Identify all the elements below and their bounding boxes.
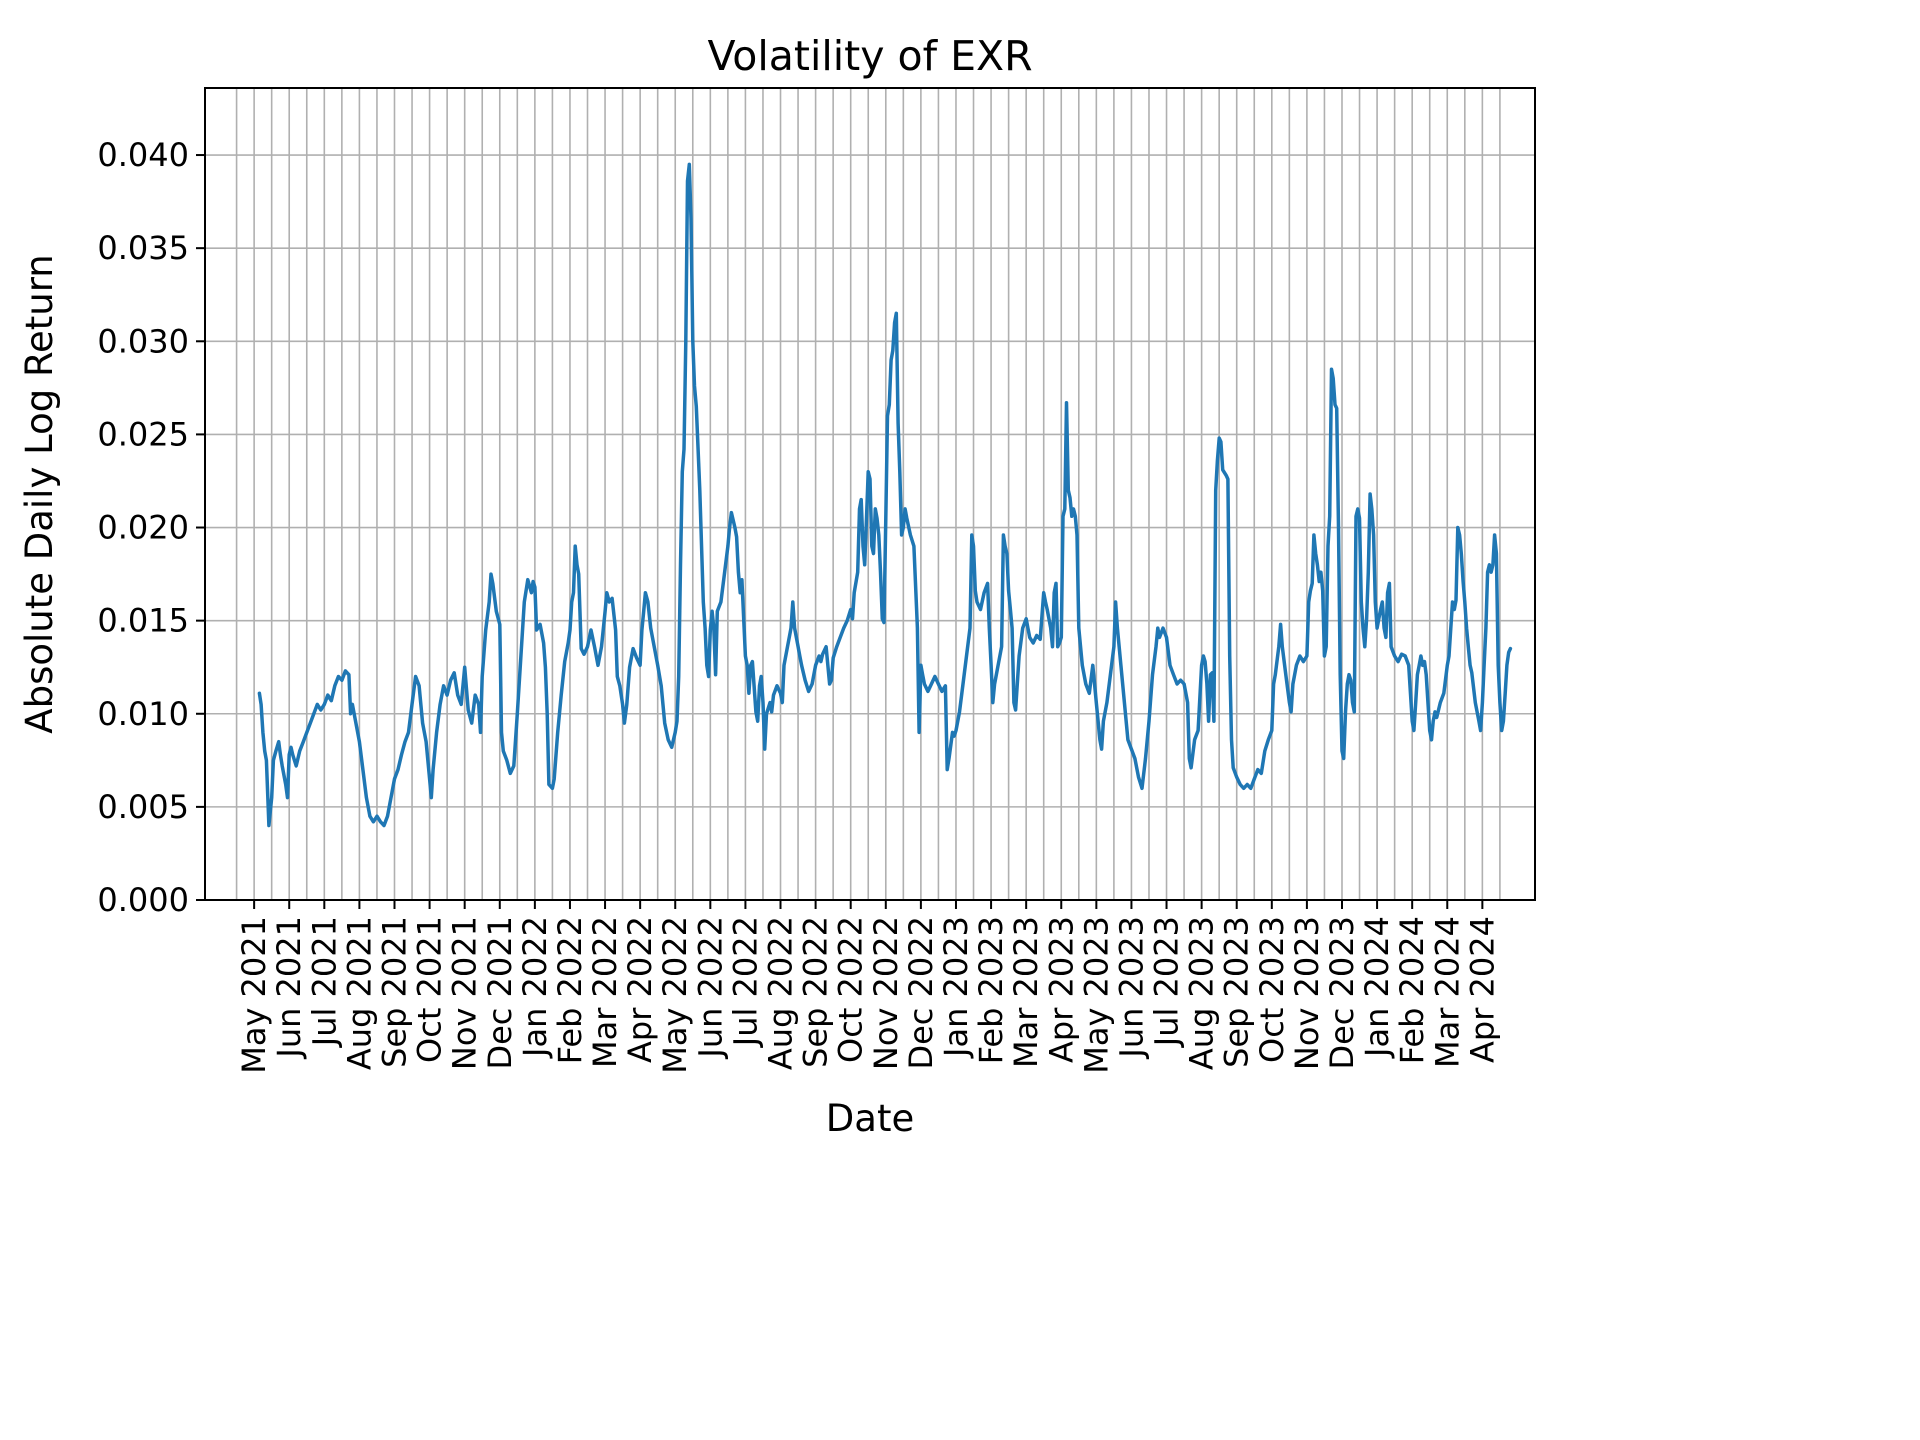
x-tick-label: Apr 2024 [1463, 916, 1501, 1063]
x-tick-label: Feb 2023 [972, 916, 1010, 1064]
x-tick-label: Aug 2023 [1183, 916, 1221, 1070]
y-tick-label: 0.040 [97, 136, 189, 174]
y-tick-label: 0.010 [97, 695, 189, 733]
y-axis-label: Absolute Daily Log Return [18, 254, 61, 733]
x-tick-label: Mar 2024 [1428, 916, 1466, 1068]
y-tick-label: 0.025 [97, 415, 189, 453]
x-tick-label: Feb 2022 [551, 916, 589, 1064]
x-tick-label: Jan 2022 [516, 916, 554, 1059]
y-tick-label: 0.000 [97, 881, 189, 919]
y-tick-label: 0.035 [97, 229, 189, 267]
plot-border [204, 87, 1536, 901]
series-layer [257, 162, 1513, 828]
x-tick-label: Oct 2022 [832, 916, 870, 1063]
grid-layer [205, 88, 1535, 901]
x-tick-label: Jul 2023 [1148, 916, 1186, 1048]
x-tick-label: Jan 2024 [1358, 916, 1396, 1059]
x-tick-label: Oct 2021 [411, 916, 449, 1063]
x-tick-label: Sep 2023 [1218, 916, 1256, 1068]
x-tick-label: Jul 2022 [726, 916, 764, 1048]
x-tick-label: May 2023 [1077, 916, 1115, 1074]
x-tick-label: Sep 2022 [797, 916, 835, 1068]
x-tick-label: Oct 2023 [1253, 916, 1291, 1063]
x-tick-label: Nov 2021 [446, 916, 484, 1070]
y-tick-label: 0.015 [97, 602, 189, 640]
x-tick-label: Apr 2022 [621, 916, 659, 1063]
x-tick-label: Jun 2022 [691, 916, 729, 1060]
x-tick-label: Sep 2021 [375, 916, 413, 1068]
x-tick-label: Nov 2023 [1288, 916, 1326, 1070]
x-tick-label: Apr 2023 [1042, 916, 1080, 1063]
y-tick-label: 0.030 [97, 322, 189, 360]
x-tick-label: Mar 2022 [586, 916, 624, 1068]
x-tick-label: Dec 2021 [481, 916, 519, 1070]
x-tick-label: Aug 2022 [762, 916, 800, 1070]
x-tick-label: Mar 2023 [1007, 916, 1045, 1068]
y-tick-label: 0.020 [97, 509, 189, 547]
x-axis-label: Date [826, 1097, 914, 1140]
x-tick-label: Jun 2021 [270, 916, 308, 1060]
x-tick-label: Aug 2021 [340, 916, 378, 1070]
x-tick-label: Feb 2024 [1393, 916, 1431, 1064]
x-tick-label: Dec 2022 [902, 916, 940, 1070]
x-tick-label: Nov 2022 [867, 916, 905, 1070]
x-tick-label: Jul 2021 [305, 916, 343, 1048]
chart-title: Volatility of EXR [707, 32, 1032, 80]
x-tick-label: Jun 2023 [1112, 916, 1150, 1060]
axes-layer [204, 87, 1536, 901]
x-tick-label: Dec 2023 [1323, 916, 1361, 1070]
y-tick-label: 0.005 [97, 788, 189, 826]
x-tick-label: May 2022 [656, 916, 694, 1074]
volatility-line [257, 162, 1513, 828]
x-tick-label: May 2021 [235, 916, 273, 1074]
x-tick-label: Jan 2023 [937, 916, 975, 1059]
